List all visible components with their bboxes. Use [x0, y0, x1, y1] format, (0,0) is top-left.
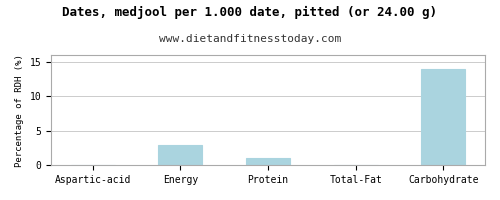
Text: Dates, medjool per 1.000 date, pitted (or 24.00 g): Dates, medjool per 1.000 date, pitted (o…	[62, 6, 438, 19]
Bar	[422, 69, 466, 165]
Y-axis label: Percentage of RDH (%): Percentage of RDH (%)	[15, 54, 24, 167]
Bar	[158, 145, 202, 165]
Bar	[246, 158, 290, 165]
Text: www.dietandfitnesstoday.com: www.dietandfitnesstoday.com	[159, 34, 341, 44]
